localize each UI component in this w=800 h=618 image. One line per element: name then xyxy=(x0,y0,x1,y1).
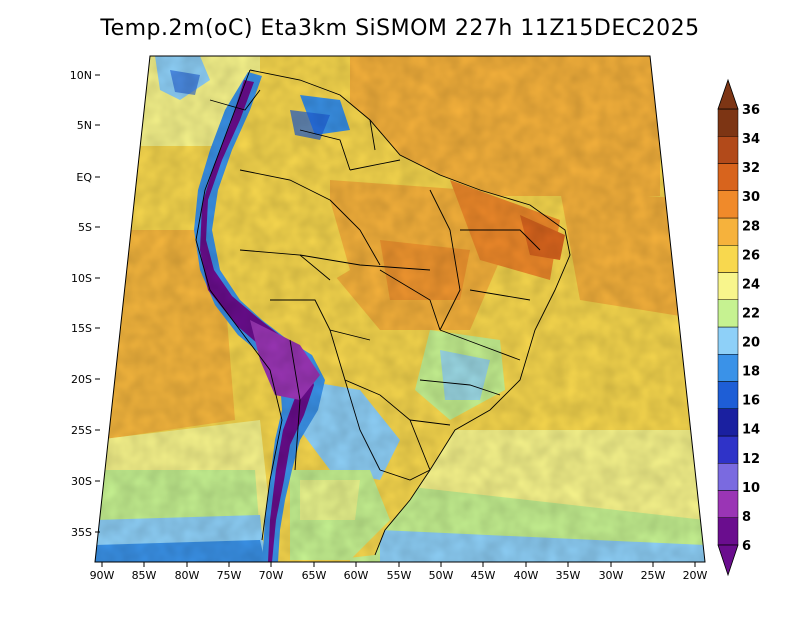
colorbar-cell xyxy=(717,190,739,219)
country-boundaries xyxy=(195,69,571,556)
lon-label: 85W xyxy=(132,569,157,582)
colorbar-label: 26 xyxy=(742,248,760,263)
lon-label: 25W xyxy=(641,569,666,582)
lat-label: 20S xyxy=(71,373,92,386)
lon-label: 35W xyxy=(556,569,581,582)
lon-label: 70W xyxy=(259,569,284,582)
map-title: Temp.2m(oC) Eta3km SiSMOM 227h 11Z15DEC2… xyxy=(100,16,700,41)
colorbar-label: 6 xyxy=(742,539,751,554)
lon-label: 60W xyxy=(344,569,369,582)
lat-label: EQ xyxy=(76,171,92,184)
lat-label: 25S xyxy=(71,424,92,437)
colorbar-cell xyxy=(717,163,739,191)
colorbar-label: 24 xyxy=(742,277,760,292)
colorbar-cell xyxy=(717,408,739,437)
colorbar-cell xyxy=(717,217,739,246)
lon-label: 65W xyxy=(302,569,327,582)
longitude-axis xyxy=(101,562,696,567)
colorbar-cell xyxy=(717,354,739,382)
colorbar-cell xyxy=(717,245,739,273)
lon-label: 45W xyxy=(471,569,496,582)
colorbar-cell xyxy=(717,136,739,164)
lat-label: 30S xyxy=(71,475,92,488)
colorbar-label: 14 xyxy=(742,423,760,438)
lon-label: 80W xyxy=(175,569,200,582)
lat-label: 5N xyxy=(77,119,92,132)
colorbar-label: 28 xyxy=(742,219,760,234)
colorbar-label: 12 xyxy=(742,452,760,467)
lat-label: 10N xyxy=(70,69,92,82)
lon-label: 75W xyxy=(217,569,242,582)
lon-label: 20W xyxy=(683,569,708,582)
latitude-axis xyxy=(95,74,100,533)
colorbar-bottom-arrow xyxy=(717,544,739,577)
map-frame xyxy=(94,55,706,563)
colorbar-label: 36 xyxy=(742,103,760,118)
latitude-labels: 10N 5N EQ 5S 10S 15S 20S 25S 30S 35S xyxy=(70,69,93,539)
lon-label: 90W xyxy=(90,569,115,582)
colorbar-label: 16 xyxy=(742,394,760,409)
lat-label: 5S xyxy=(78,221,92,234)
colorbar-cell xyxy=(717,490,739,518)
colorbar-label: 32 xyxy=(742,161,760,176)
colorbar-label: 18 xyxy=(742,365,760,380)
lat-label: 35S xyxy=(71,526,92,539)
colorbar-label: 10 xyxy=(742,481,760,496)
colorbar-cell xyxy=(717,517,739,546)
colorbar-cell xyxy=(717,435,739,464)
colorbar-label: 20 xyxy=(742,336,760,351)
colorbar-cell xyxy=(717,381,739,409)
colorbar-label: 30 xyxy=(742,190,760,205)
colorbar-cell xyxy=(717,108,739,137)
colorbar: 6 8 10 12 14 16 18 20 22 24 26 28 30 32 34 36 xyxy=(717,78,760,577)
colorbar-cell xyxy=(717,299,739,328)
colorbar-cell xyxy=(717,326,739,355)
colorbar-labels: 6 8 10 12 14 16 18 20 22 24 26 28 30 32 34 36 xyxy=(742,103,760,554)
lon-label: 55W xyxy=(387,569,412,582)
colorbar-label: 8 xyxy=(742,510,751,525)
temperature-field xyxy=(95,56,705,562)
lon-label: 30W xyxy=(599,569,624,582)
lat-label: 15S xyxy=(71,322,92,335)
lon-label: 40W xyxy=(514,569,539,582)
colorbar-cell xyxy=(717,463,739,491)
colorbar-label: 34 xyxy=(742,132,760,147)
longitude-labels: 90W 85W 80W 75W 70W 65W 60W 55W 50W 45W … xyxy=(90,569,708,582)
colorbar-label: 22 xyxy=(742,306,760,321)
lat-label: 10S xyxy=(71,272,92,285)
colorbar-top-arrow xyxy=(717,78,739,110)
lon-label: 50W xyxy=(429,569,454,582)
colorbar-cells xyxy=(717,108,739,546)
colorbar-cell xyxy=(717,272,739,300)
